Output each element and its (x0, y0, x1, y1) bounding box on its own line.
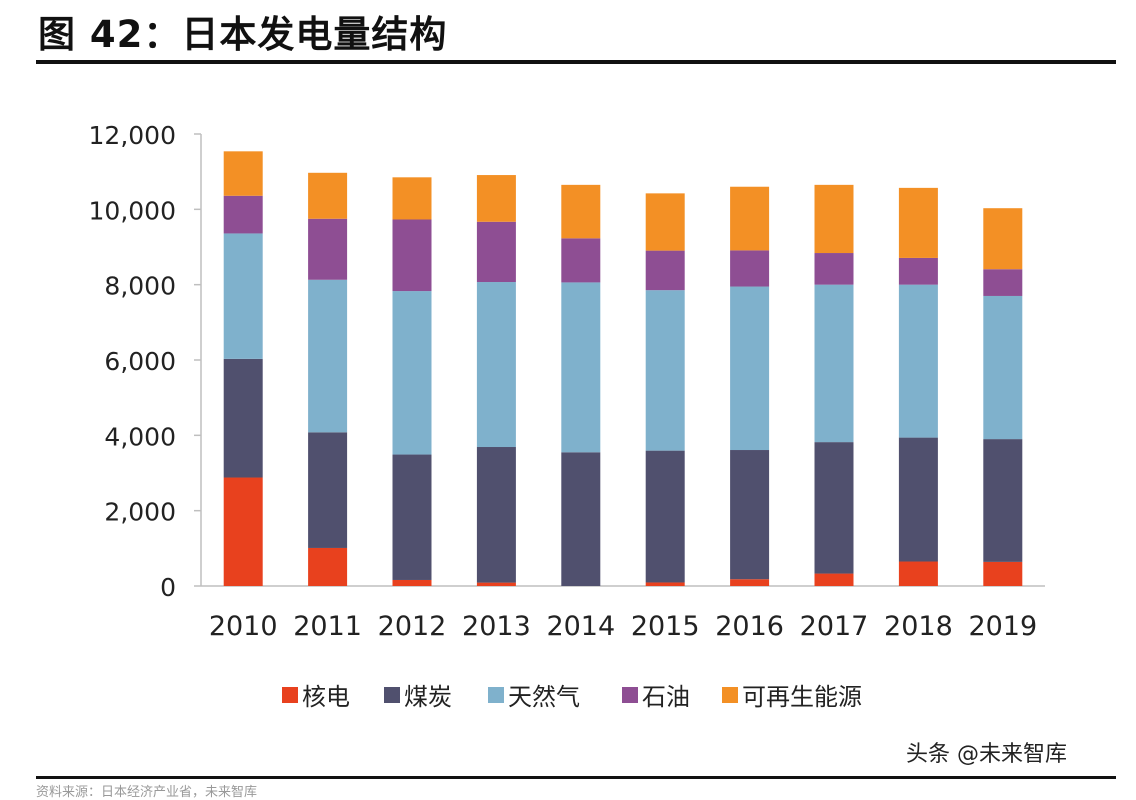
y-tick-label: 10,000 (89, 196, 176, 225)
legend-swatch (384, 687, 400, 703)
bar-segment (645, 250, 685, 291)
bar-segment (561, 282, 601, 453)
bar-segment (730, 579, 770, 586)
bar-segment (730, 286, 770, 451)
bar-segment (392, 219, 432, 292)
legend-label: 天然气 (508, 683, 580, 711)
bar-segment (308, 547, 348, 586)
bar-segment (898, 437, 938, 562)
bar-segment (476, 282, 516, 448)
bar-segment (476, 582, 516, 586)
bar-segment (814, 442, 854, 574)
bar-segment (814, 184, 854, 254)
bar-segment (308, 172, 348, 219)
bar-segment (645, 193, 685, 251)
bar-segment (392, 579, 432, 586)
x-tick-label: 2011 (293, 611, 362, 642)
x-tick-label: 2013 (462, 611, 531, 642)
bar-segment (476, 221, 516, 283)
bar-segment (645, 450, 685, 583)
bar-segment (898, 284, 938, 438)
y-tick-label: 2,000 (104, 498, 176, 527)
x-tick-label: 2012 (378, 611, 447, 642)
bar-segment (730, 186, 770, 251)
bar-segment (983, 295, 1023, 440)
bar-segment (898, 561, 938, 586)
legend-swatch (722, 687, 738, 703)
legend-swatch (282, 687, 298, 703)
bar-segment (983, 561, 1023, 586)
bar-segment (223, 358, 263, 478)
bar-segment (223, 195, 263, 234)
y-tick-label: 0 (160, 573, 176, 602)
y-tick-label: 12,000 (89, 121, 176, 150)
bar-segment (898, 187, 938, 258)
legend-label: 煤炭 (404, 683, 452, 711)
bar-segment (476, 447, 516, 583)
bar-segment (476, 175, 516, 222)
bar-segment (645, 582, 685, 586)
bar-segment (730, 250, 770, 287)
bar-segment (814, 284, 854, 443)
y-tick-label: 8,000 (104, 272, 176, 301)
bar-segment (983, 439, 1023, 562)
bar-segment (308, 432, 348, 548)
bar-segment (392, 291, 432, 455)
x-tick-label: 2019 (968, 611, 1037, 642)
bar-segment (223, 151, 263, 196)
legend-swatch (488, 687, 504, 703)
bar-segment (645, 290, 685, 451)
figure-title: 图 42：日本发电量结构 (38, 13, 448, 56)
bar-segment (392, 454, 432, 580)
legend-label: 可再生能源 (742, 683, 862, 711)
bar-segment (983, 208, 1023, 270)
bar-segment (730, 450, 770, 580)
bar-segment (814, 253, 854, 285)
bar-segment (561, 238, 601, 283)
watermark: 头条 @未来智库 (906, 742, 1067, 767)
title-divider (36, 60, 1116, 64)
x-tick-label: 2015 (631, 611, 700, 642)
legend-swatch (622, 687, 638, 703)
bar-segment (561, 184, 601, 239)
legend-label: 石油 (642, 683, 690, 711)
bar-segment (308, 279, 348, 433)
y-tick-label: 6,000 (104, 347, 176, 376)
x-tick-label: 2014 (546, 611, 615, 642)
bar-segment (814, 573, 854, 586)
legend-label: 核电 (302, 683, 350, 711)
bar-segment (223, 477, 263, 586)
bar-segment (392, 177, 432, 220)
bar-segment (308, 218, 348, 280)
bar-segment (223, 233, 263, 359)
x-tick-label: 2017 (800, 611, 869, 642)
bar-segment (898, 257, 938, 285)
source-note: 资料来源：日本经济产业省，未来智库 (36, 785, 258, 800)
x-tick-label: 2018 (884, 611, 953, 642)
x-tick-label: 2010 (209, 611, 278, 642)
bar-segment (983, 269, 1023, 296)
footer-divider (36, 776, 1116, 779)
x-tick-label: 2016 (715, 611, 784, 642)
y-tick-label: 4,000 (104, 422, 176, 451)
bar-segment (561, 452, 601, 586)
